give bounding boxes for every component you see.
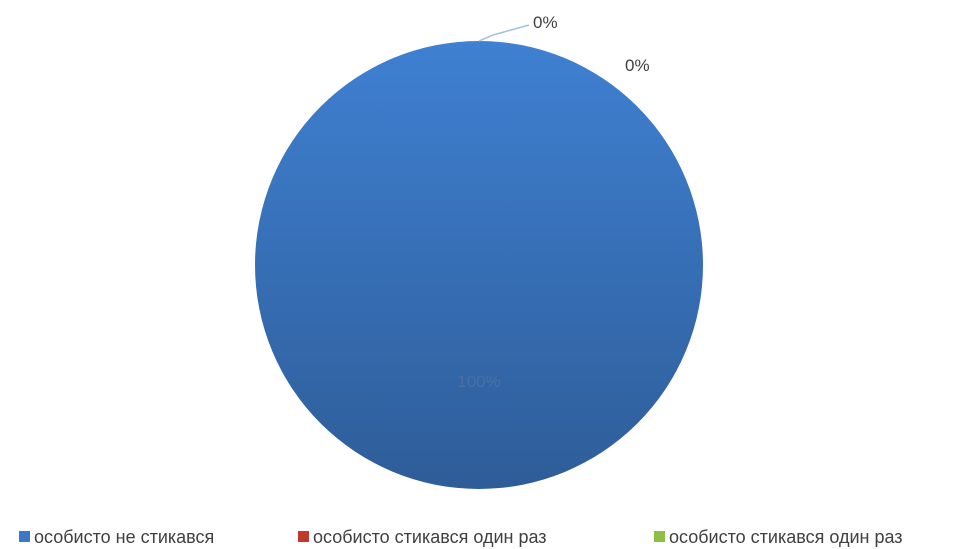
- pie-slice-0: [255, 41, 703, 489]
- legend-item-2: особисто стикався один раз: [654, 526, 903, 548]
- leader-line: [478, 24, 530, 42]
- data-label-1: 0%: [533, 13, 558, 32]
- pie-data-labels: 100% 0% 0%: [457, 13, 649, 391]
- chart-legend: особисто не стикався особисто стикався од…: [0, 526, 958, 549]
- pie-slices: [255, 41, 703, 489]
- legend-swatch: [298, 531, 309, 542]
- legend-swatch: [654, 531, 665, 542]
- legend-label: особисто стикався один раз: [669, 527, 903, 547]
- legend-label: особисто не стикався: [34, 527, 215, 547]
- legend-swatch: [19, 531, 30, 542]
- legend-item-0: особисто не стикався: [19, 526, 214, 548]
- data-label-0: 100%: [457, 372, 500, 391]
- data-label-2: 0%: [625, 56, 650, 75]
- legend-item-1: особисто стикався один раз: [298, 526, 547, 548]
- legend-label: особисто стикався один раз: [313, 527, 547, 547]
